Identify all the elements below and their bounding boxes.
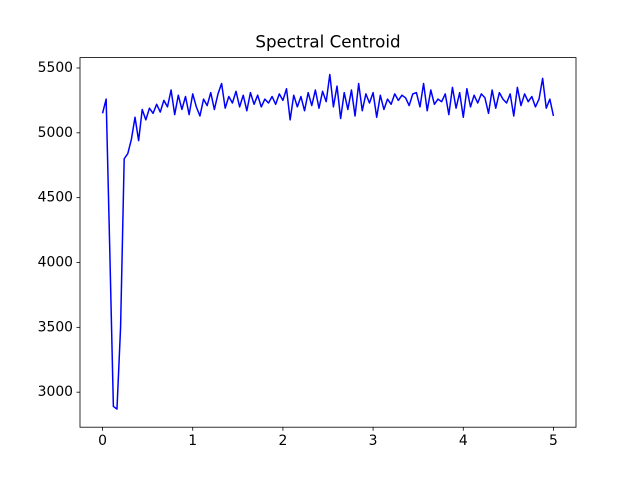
plot-frame <box>79 57 577 428</box>
y-tick-label: 3500 <box>38 319 73 335</box>
chart-title: Spectral Centroid <box>255 32 400 52</box>
x-tick-label: 2 <box>278 433 287 449</box>
x-tick-label: 1 <box>188 433 197 449</box>
y-tick-label: 4500 <box>38 190 73 206</box>
y-tick-label: 3000 <box>38 384 73 400</box>
x-tick-label: 3 <box>369 433 378 449</box>
x-tick-label: 0 <box>98 433 107 449</box>
y-tick-label: 5500 <box>38 60 73 76</box>
x-tick-label: 4 <box>459 433 468 449</box>
line <box>101 73 555 410</box>
x-tick-label: 5 <box>549 433 558 449</box>
y-tick-label: 4000 <box>38 255 73 271</box>
y-tick-label: 5000 <box>38 125 73 141</box>
